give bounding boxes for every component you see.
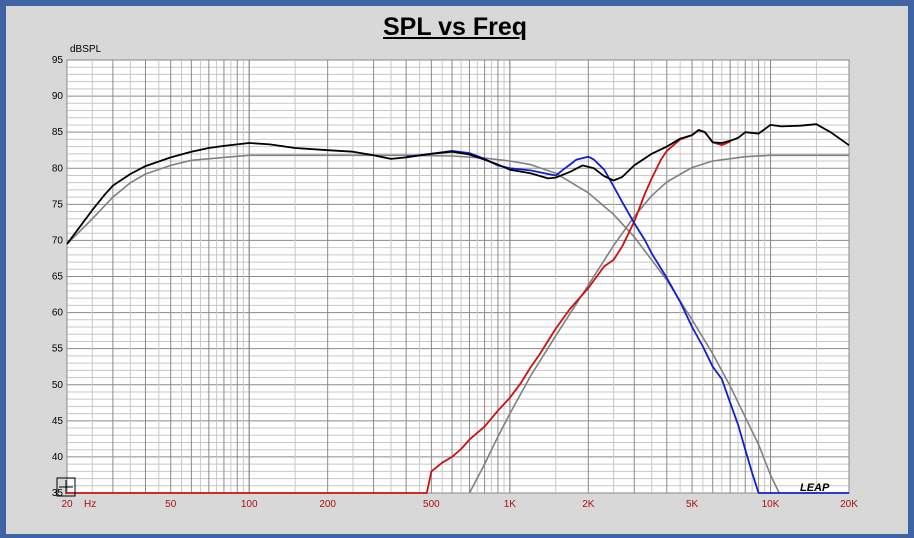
y-tick-label: 65 <box>52 272 64 283</box>
x-tick-label: 10K <box>762 499 780 510</box>
chart-title: SPL vs Freq <box>383 13 528 41</box>
x-tick-label: 100 <box>241 499 258 510</box>
y-tick-label: 60 <box>52 308 64 319</box>
x-tick-label: 1K <box>504 499 517 510</box>
leap-logo: LEAP <box>800 482 830 494</box>
x-tick-label: 200 <box>319 499 336 510</box>
cursor-icon[interactable] <box>56 477 76 497</box>
tick-labels: 35 40 45 50 55 60 65 70 75 80 85 90 95 20 50 100 200 500 1… <box>52 55 858 510</box>
x-tick-label: 2K <box>582 499 595 510</box>
y-tick-label: 55 <box>52 344 64 355</box>
y-tick-label: 75 <box>52 199 64 210</box>
y-tick-label: 45 <box>52 416 64 427</box>
series-line-2 <box>468 154 849 494</box>
y-tick-label: 40 <box>52 452 64 463</box>
series-group <box>66 123 850 494</box>
y-tick-label: 70 <box>52 235 64 246</box>
series-line-1 <box>66 154 780 494</box>
x-tick-label: 20 <box>61 499 73 510</box>
x-tick-label: 20K <box>840 499 858 510</box>
series-line-5 <box>66 123 850 245</box>
y-tick-label: 50 <box>52 380 64 391</box>
x-tick-label: 500 <box>423 499 440 510</box>
x-axis-unit: Hz <box>84 499 96 510</box>
y-tick-label: 35 <box>52 488 64 499</box>
x-tick-label: 50 <box>165 499 177 510</box>
y-axis-label: dBSPL <box>70 44 102 55</box>
x-tick-label: 5K <box>686 499 699 510</box>
grid <box>66 59 850 494</box>
y-tick-label: 90 <box>52 91 64 102</box>
y-tick-label: 95 <box>52 55 64 66</box>
y-tick-label: 80 <box>52 163 64 174</box>
y-tick-label: 85 <box>52 127 64 138</box>
